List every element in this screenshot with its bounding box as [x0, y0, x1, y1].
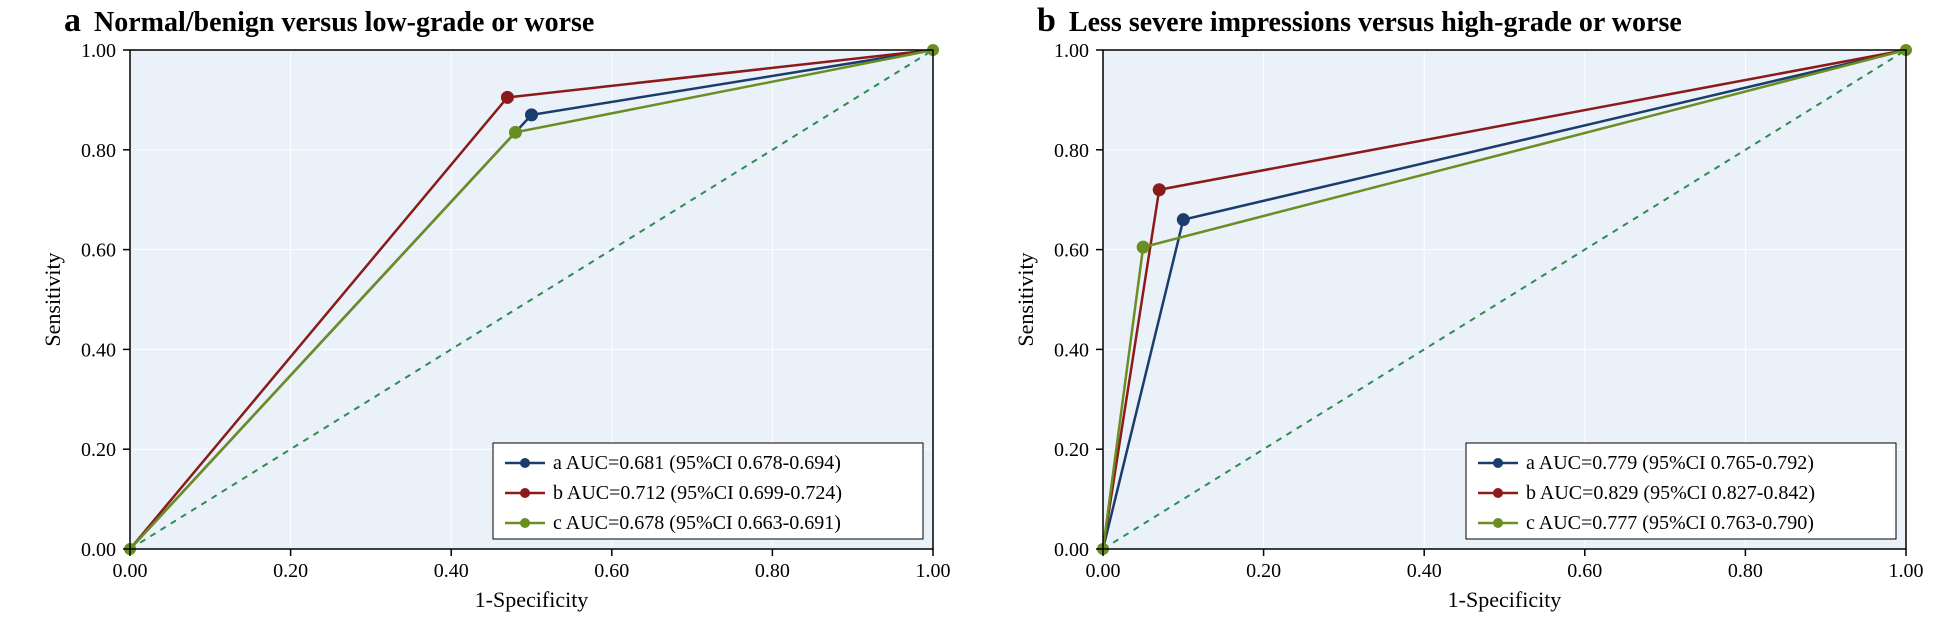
svg-text:0.00: 0.00	[81, 539, 116, 561]
svg-text:1.00: 1.00	[1889, 560, 1924, 582]
svg-text:c AUC=0.678 (95%CI 0.663-0.69: c AUC=0.678 (95%CI 0.663-0.691)	[553, 512, 841, 534]
svg-text:0.20: 0.20	[81, 439, 116, 461]
svg-text:Sensitivity: Sensitivity	[40, 252, 65, 346]
svg-text:c AUC=0.777 (95%CI 0.763-0.79: c AUC=0.777 (95%CI 0.763-0.790)	[1526, 512, 1814, 534]
svg-text:1.00: 1.00	[1054, 40, 1089, 62]
panel-letter-a: a	[64, 2, 81, 39]
svg-text:b AUC=0.712 (95%CI 0.699-0.72: b AUC=0.712 (95%CI 0.699-0.724)	[553, 482, 842, 504]
svg-text:0.80: 0.80	[81, 140, 116, 162]
svg-text:1-Specificity: 1-Specificity	[475, 587, 589, 612]
roc-figure: a Normal/benign versus low-grade or wors…	[0, 0, 1946, 629]
svg-text:0.40: 0.40	[434, 560, 469, 582]
svg-text:Sensitivity: Sensitivity	[1013, 252, 1038, 346]
svg-text:0.80: 0.80	[1728, 560, 1763, 582]
panel-letter-b: b	[1037, 2, 1056, 39]
panel-title-b: Less severe impressions versus high-grad…	[1069, 7, 1682, 38]
svg-text:0.40: 0.40	[81, 339, 116, 361]
svg-text:0.40: 0.40	[1407, 560, 1442, 582]
panel-a: a Normal/benign versus low-grade or wors…	[0, 0, 973, 629]
svg-text:0.80: 0.80	[755, 560, 790, 582]
svg-text:0.00: 0.00	[113, 560, 148, 582]
svg-text:0.60: 0.60	[594, 560, 629, 582]
svg-text:a AUC=0.681 (95%CI 0.678-0.69: a AUC=0.681 (95%CI 0.678-0.694)	[553, 452, 841, 474]
svg-text:0.20: 0.20	[273, 560, 308, 582]
panel-b: b Less severe impressions versus high-gr…	[973, 0, 1946, 629]
svg-text:0.80: 0.80	[1054, 140, 1089, 162]
roc-plot-b: 0.000.00 0.20 0.20 0.40 0.40 0.60 0.60 0.80 0.80…	[973, 0, 1946, 629]
panel-title-a: Normal/benign versus low-grade or worse	[94, 7, 594, 38]
svg-text:1.00: 1.00	[916, 560, 951, 582]
svg-text:0.00: 0.00	[1054, 539, 1089, 561]
svg-text:0.40: 0.40	[1054, 339, 1089, 361]
svg-text:0.20: 0.20	[1246, 560, 1281, 582]
roc-plot-a: 0.000.00 0.20 0.20 0.40 0.40 0.60 0.60 0.80 0.80…	[0, 0, 973, 629]
svg-text:b AUC=0.829 (95%CI 0.827-0.84: b AUC=0.829 (95%CI 0.827-0.842)	[1526, 482, 1815, 504]
svg-text:0.20: 0.20	[1054, 439, 1089, 461]
svg-text:0.00: 0.00	[1086, 560, 1121, 582]
svg-text:1.00: 1.00	[81, 40, 116, 62]
svg-text:0.60: 0.60	[1054, 240, 1089, 262]
svg-text:1-Specificity: 1-Specificity	[1448, 587, 1562, 612]
svg-text:a AUC=0.779 (95%CI 0.765-0.79: a AUC=0.779 (95%CI 0.765-0.792)	[1526, 452, 1814, 474]
svg-text:0.60: 0.60	[81, 240, 116, 262]
svg-text:0.60: 0.60	[1567, 560, 1602, 582]
